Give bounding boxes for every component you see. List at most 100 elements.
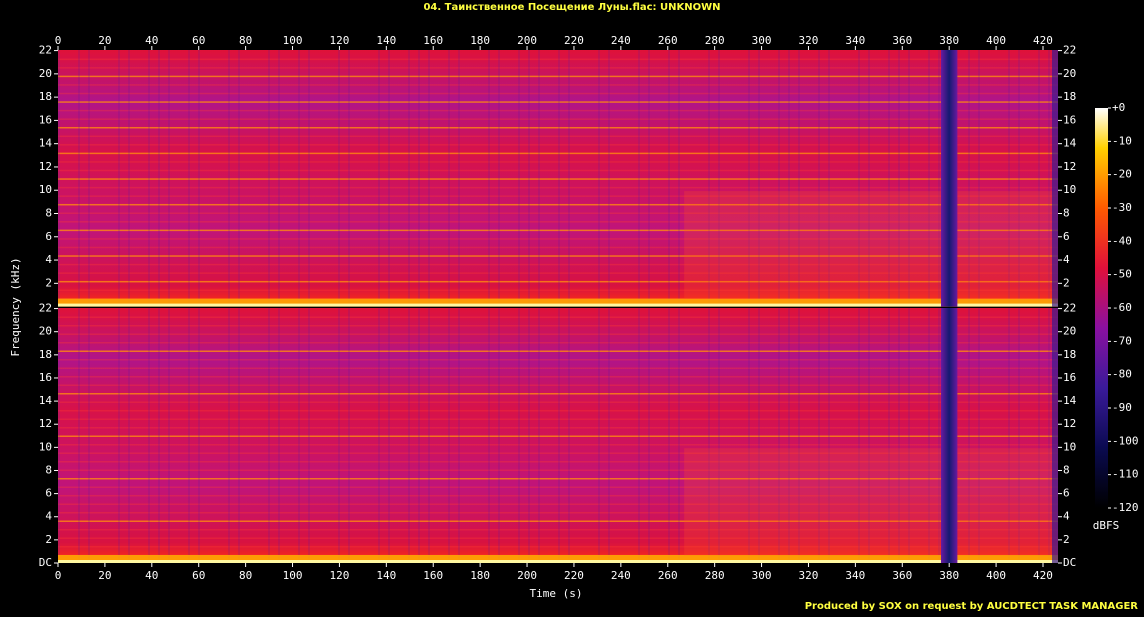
spectral-stripe xyxy=(58,58,1058,61)
spectral-texture xyxy=(1008,50,1010,307)
spectral-texture xyxy=(888,308,890,563)
spectral-texture xyxy=(488,50,490,307)
spectral-texture xyxy=(348,308,350,563)
low-band xyxy=(58,555,1058,561)
spectral-stripe xyxy=(58,118,1058,120)
y-tick-label: 4 xyxy=(45,253,52,266)
spectral-stripe xyxy=(58,512,1058,514)
spectral-texture xyxy=(868,308,870,563)
x-tick-label: 20 xyxy=(98,569,111,582)
spectral-stripe xyxy=(58,263,1058,266)
x-tick-label: 240 xyxy=(611,569,631,582)
x-tick-label: 80 xyxy=(239,34,252,47)
y-axis-label: Frequency (kHz) xyxy=(9,257,22,356)
spectral-texture xyxy=(58,50,60,307)
spectral-texture xyxy=(858,50,860,307)
x-tick-label: 220 xyxy=(564,569,584,582)
y-tick-label: 20 xyxy=(1063,67,1076,80)
spectral-stripe xyxy=(58,418,1058,420)
spectral-stripe xyxy=(58,246,1058,249)
x-tick-label: 200 xyxy=(517,34,537,47)
spectral-texture xyxy=(148,308,150,563)
spectral-texture xyxy=(718,50,720,307)
x-tick-label: 180 xyxy=(470,34,490,47)
spectral-stripe xyxy=(58,537,1058,539)
y-tick-label: 6 xyxy=(1063,230,1070,243)
chart-title: 04. Таинственное Посещение Луны.flac: UN… xyxy=(423,2,720,13)
spectral-texture xyxy=(538,308,540,563)
x-tick-label: 220 xyxy=(564,34,584,47)
spectral-texture xyxy=(408,50,410,307)
spectral-stripe xyxy=(58,503,1058,505)
y-tick-label: 4 xyxy=(1063,253,1070,266)
spectral-texture xyxy=(718,308,720,563)
upper-band xyxy=(684,448,1058,556)
spectral-stripe xyxy=(58,84,1058,86)
spectral-stripe xyxy=(58,280,1058,283)
x-tick-label: 40 xyxy=(145,569,158,582)
spectral-texture xyxy=(678,308,680,563)
x-tick-label: 60 xyxy=(192,569,205,582)
x-tick-label: 60 xyxy=(192,34,205,47)
x-tick-label: 340 xyxy=(845,34,865,47)
spectral-texture xyxy=(408,308,410,563)
spectral-texture xyxy=(428,308,430,563)
spectral-texture xyxy=(488,308,490,563)
spectral-texture xyxy=(648,50,650,307)
y-tick-label: DC xyxy=(39,556,52,569)
spectral-texture xyxy=(1018,308,1020,563)
spectral-stripe xyxy=(58,376,1058,378)
spectral-stripe xyxy=(58,486,1058,488)
x-tick-label: 400 xyxy=(986,569,1006,582)
spectral-texture xyxy=(158,50,160,307)
spectral-texture xyxy=(778,50,780,307)
colorbar-tick-label: -20 xyxy=(1112,168,1132,181)
spectral-texture xyxy=(268,308,270,563)
y-tick-label: 8 xyxy=(45,207,52,220)
spectral-texture xyxy=(348,50,350,307)
spectral-texture xyxy=(748,50,750,307)
spectral-texture xyxy=(708,50,710,307)
spectral-texture xyxy=(228,50,230,307)
colorbar-tick-label: -70 xyxy=(1112,334,1132,347)
x-tick-label: 140 xyxy=(376,34,396,47)
x-tick-label: 0 xyxy=(55,569,62,582)
spectral-texture xyxy=(598,50,600,307)
spectral-texture xyxy=(1018,50,1020,307)
spectral-stripe xyxy=(58,195,1058,197)
x-tick-label: 280 xyxy=(705,34,725,47)
y-tick-label: 8 xyxy=(1063,463,1070,476)
spectral-texture xyxy=(828,50,830,307)
spectral-texture xyxy=(778,308,780,563)
y-tick-label: 8 xyxy=(1063,207,1070,220)
x-tick-label: 320 xyxy=(799,34,819,47)
spectral-stripe xyxy=(58,212,1058,215)
spectral-stripe xyxy=(58,229,1058,232)
spectral-stripe xyxy=(58,144,1058,146)
spectral-texture xyxy=(58,308,60,563)
y-tick-label: 14 xyxy=(39,137,53,150)
spectral-texture xyxy=(168,50,170,307)
y-tick-label: 20 xyxy=(39,67,52,80)
colorbar-tick-label: -80 xyxy=(1112,368,1132,381)
x-tick-label: 420 xyxy=(1033,34,1053,47)
spectral-stripe xyxy=(58,452,1058,454)
spectral-texture xyxy=(818,50,820,307)
spectral-texture xyxy=(1008,308,1010,563)
spectral-texture xyxy=(268,50,270,307)
x-tick-label: 180 xyxy=(470,569,490,582)
spectral-stripe xyxy=(58,289,1058,291)
x-tick-label: 240 xyxy=(611,34,631,47)
spectral-texture xyxy=(298,308,300,563)
spectral-stripe xyxy=(58,333,1058,335)
x-tick-label: 400 xyxy=(986,34,1006,47)
spectral-texture xyxy=(88,308,90,563)
y-tick-label: 6 xyxy=(1063,487,1070,500)
x-tick-label: 380 xyxy=(939,569,959,582)
spectral-stripe xyxy=(58,178,1058,180)
spectral-texture xyxy=(78,50,80,307)
spectral-texture xyxy=(898,50,900,307)
spectral-stripe xyxy=(58,316,1058,318)
y-tick-label: 2 xyxy=(45,533,52,546)
y-tick-label: 6 xyxy=(45,230,52,243)
